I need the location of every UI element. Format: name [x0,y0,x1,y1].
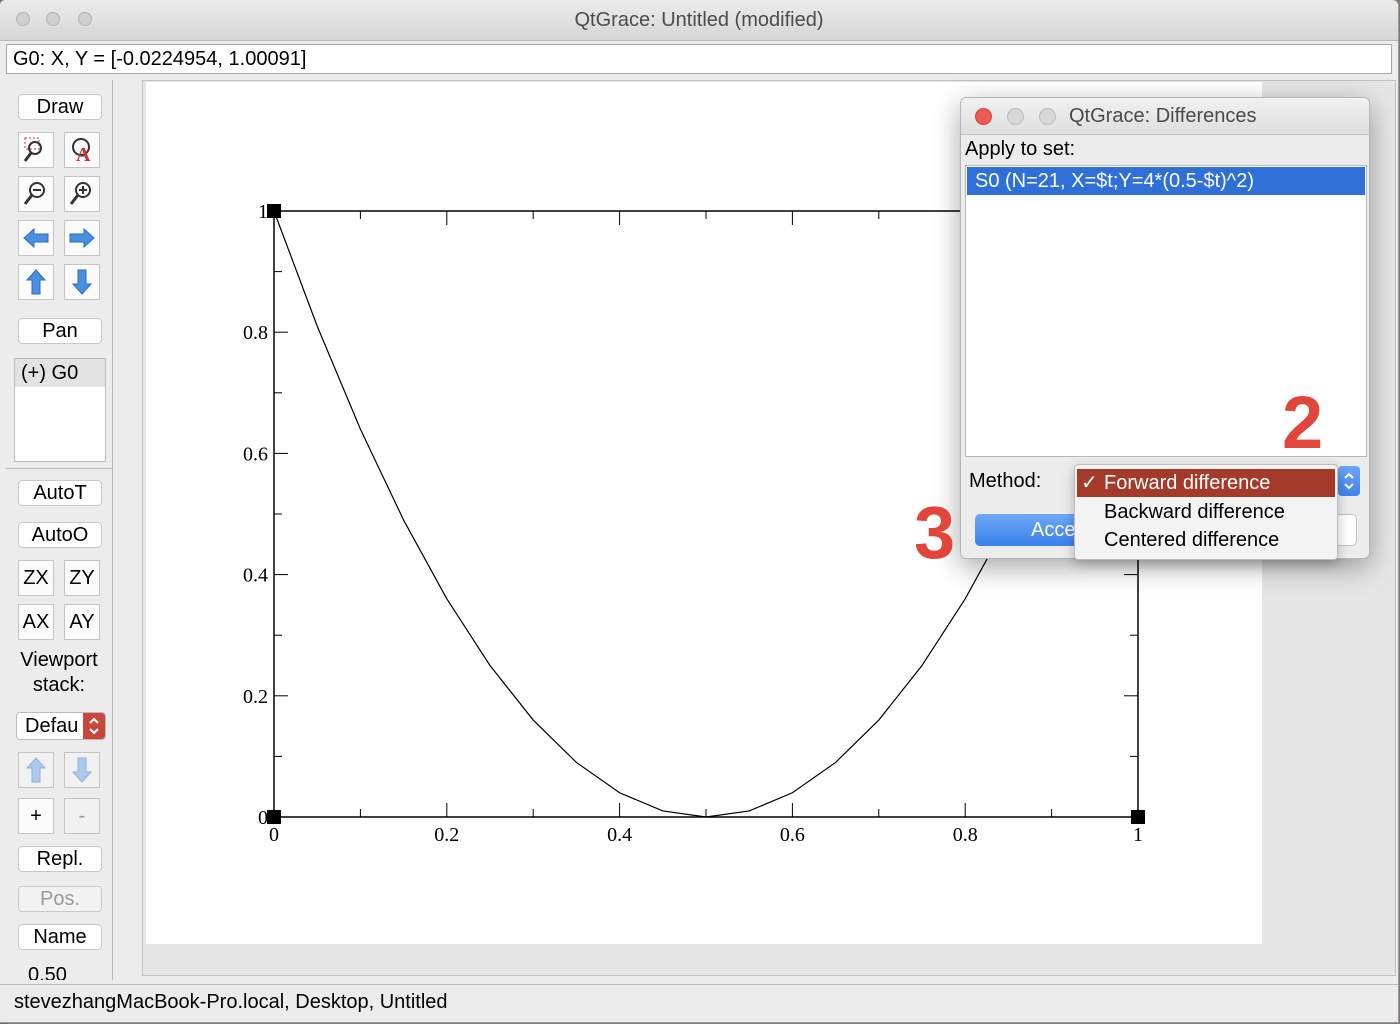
dialog-zoom-button[interactable] [1039,108,1056,125]
x-tick-label: 0.4 [607,824,632,846]
zx-button[interactable]: ZX [18,560,54,596]
svg-text:A: A [76,144,91,165]
zy-button[interactable]: ZY [64,560,100,596]
scroll-left-button[interactable] [18,220,54,256]
zoom-window-button[interactable] [78,12,92,26]
annotation-number-3: 3 [914,491,956,574]
graph-corner-handle [1131,810,1145,824]
close-window-button[interactable] [16,12,30,26]
title-bar: QtGrace: Untitled (modified) [0,0,1398,41]
menu-item-label: Forward difference [1104,472,1271,494]
toolbar-divider [6,468,112,469]
stack-pop-button[interactable]: - [64,798,100,834]
viewport-stack-label: Viewport stack: [6,648,112,698]
scroll-right-button[interactable] [64,220,100,256]
left-toolbar: Draw A [6,80,113,980]
stack-push-button[interactable]: + [18,798,54,834]
name-button[interactable]: Name [18,924,102,950]
ay-button[interactable]: AY [64,604,100,640]
graph-list[interactable]: (+) G0 [14,358,106,462]
y-tick-label: 0.4 [243,565,268,587]
select-stepper-icon [83,713,105,739]
zoom-out-button[interactable] [18,176,54,212]
zoom-rect-button[interactable] [18,132,54,168]
dialog-title: QtGrace: Differences [1069,105,1257,127]
arrow-left-icon [23,227,49,249]
zoom-in-icon [69,182,91,205]
scroll-down-button[interactable] [64,264,100,300]
viewport-select-value: Defau [25,715,79,737]
autot-button[interactable]: AutoT [18,480,102,506]
draw-button[interactable]: Draw [18,94,102,120]
stack-up-button[interactable] [18,752,54,788]
viewport-label-line1: Viewport [20,649,98,671]
zoom-out-icon [23,182,45,205]
viewport-label-line2: stack: [32,674,86,696]
annotation-number-2: 2 [1282,381,1324,464]
dialog-close-button[interactable] [975,108,992,125]
y-tick-label: 0.6 [243,443,268,465]
menu-item-centered-difference[interactable]: Centered difference [1077,526,1335,554]
x-tick-label: 0.8 [953,824,978,846]
method-label: Method: [969,470,1042,492]
window-title: QtGrace: Untitled (modified) [574,9,824,31]
locator-bar: G0: X, Y = [-0.0224954, 1.00091] [6,44,1392,74]
menu-item-label: Backward difference [1104,501,1285,523]
dialog-minimize-button[interactable] [1007,108,1024,125]
menu-item-backward-difference[interactable]: Backward difference [1077,498,1335,526]
x-tick-label: 0.2 [434,824,459,846]
zoom-in-button[interactable] [64,176,100,212]
arrow-down-icon [71,269,93,295]
apply-to-set-label: Apply to set: [965,138,1076,160]
graph-corner-handle [267,204,281,218]
method-select-stepper[interactable] [1338,466,1360,496]
y-tick-label: 0.2 [243,686,268,708]
menu-item-label: Centered difference [1104,529,1280,551]
arrow-right-icon [69,227,95,249]
y-tick-label: 0 [258,807,268,829]
text-annotation-icon: A [72,138,91,165]
pan-button[interactable]: Pan [18,318,102,344]
x-tick-label: 0 [269,824,279,846]
stack-up-icon [25,757,47,783]
y-tick-label: 1 [258,201,268,223]
x-tick-label: 0.6 [780,824,805,846]
stack-down-icon [71,757,93,783]
viewport-stack-select[interactable]: Defau [16,712,106,740]
plot-svg: 00 0.2 0.2 0.4 0.4 0.6 0.6 0.8 0.8 1 1 [243,201,1145,846]
text-annotation-button[interactable]: A [64,132,100,168]
graph-corner-handle [267,810,281,824]
pos-button[interactable]: Pos. [18,886,102,912]
graph-list-item[interactable]: (+) G0 [15,359,105,387]
checkmark-icon: ✓ [1081,472,1098,494]
dialog-title-bar: QtGrace: Differences [961,98,1369,135]
set-list-item[interactable]: S0 (N=21, X=$t;Y=4*(0.5-$t)^2) [967,167,1365,195]
set-list[interactable]: S0 (N=21, X=$t;Y=4*(0.5-$t)^2) [965,165,1367,457]
minimize-window-button[interactable] [46,12,60,26]
chevron-updown-icon [1344,472,1354,490]
repl-button[interactable]: Repl. [18,846,102,872]
value-readout-cut: 0.50 [28,964,67,980]
scroll-up-button[interactable] [18,264,54,300]
menu-item-forward-difference[interactable]: ✓ Forward difference [1077,469,1335,497]
method-dropdown-menu: ✓ Forward difference Backward difference… [1074,464,1338,560]
autoo-button[interactable]: AutoO [18,522,102,548]
x-tick-label: 1 [1133,824,1143,846]
status-bar: stevezhangMacBook-Pro.local, Desktop, Un… [0,984,1398,1022]
arrow-up-icon [25,269,47,295]
stack-down-button[interactable] [64,752,100,788]
y-tick-label: 0.8 [243,322,268,344]
ax-button[interactable]: AX [18,604,54,640]
zoom-rect-icon [23,137,42,162]
